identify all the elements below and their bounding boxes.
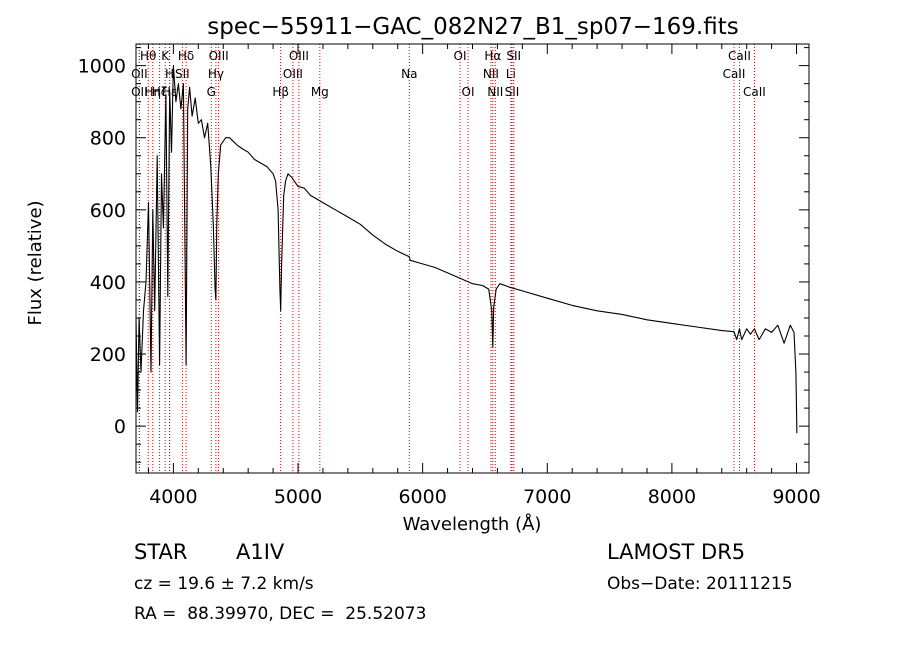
chart-title: spec−55911−GAC_082N27_B1_sp07−169.fits xyxy=(207,14,738,40)
line-marker-label: CaII xyxy=(728,49,751,63)
line-marker-label: Hβ xyxy=(272,85,289,99)
line-marker-label: Hα xyxy=(484,49,501,63)
line-marker-label: OII xyxy=(131,85,148,99)
x-tick-label: 8000 xyxy=(648,486,696,508)
line-marker-label: Li xyxy=(506,67,516,81)
plot-frame xyxy=(135,43,810,474)
y-axis: 0 200 400 600 800 1000 xyxy=(78,47,809,463)
redshift-cz: cz = 19.6 ± 7.2 km/s xyxy=(134,574,314,594)
x-axis: 4000 5000 6000 7000 8000 9000 xyxy=(147,44,821,508)
line-marker-label: SII xyxy=(175,67,190,81)
line-marker-label: NII xyxy=(483,67,499,81)
y-axis-label: Flux (relative) xyxy=(25,200,46,325)
line-marker-label: NII xyxy=(487,85,503,99)
x-tick-label: 9000 xyxy=(772,486,820,508)
x-tick-label: 5000 xyxy=(274,486,322,508)
line-marker-label: SII xyxy=(506,49,521,63)
line-marker-label: CaII xyxy=(723,67,746,81)
y-tick-label: 400 xyxy=(90,272,126,294)
line-marker-label: K xyxy=(161,49,170,63)
line-marker-label: Hδ xyxy=(178,49,194,63)
line-marker-label: Hζ xyxy=(152,85,168,99)
object-class: STAR xyxy=(134,540,188,564)
line-marker-label: OIII xyxy=(209,49,229,63)
x-tick-label: 7000 xyxy=(523,486,571,508)
survey-name: LAMOST DR5 xyxy=(607,540,746,564)
line-marker-label: Hθ xyxy=(140,49,156,63)
line-marker-label: OI xyxy=(462,85,475,99)
x-axis-label: Wavelength (Å) xyxy=(403,513,542,535)
emission-line-markers: HθOIIOIIHηHζKHHεHδSIIOIIIHγGHβOIIIOIIIMg… xyxy=(131,44,766,473)
line-marker-label: OI xyxy=(454,49,467,63)
x-tick-label: 4000 xyxy=(149,486,197,508)
x-tick-label: 6000 xyxy=(398,486,446,508)
y-tick-label: 600 xyxy=(90,200,126,222)
ra-dec: RA = 88.39970, DEC = 25.52073 xyxy=(134,604,427,624)
line-marker-label: Na xyxy=(401,67,417,81)
line-marker-label: OIII xyxy=(283,67,303,81)
line-marker-label: G xyxy=(207,85,216,99)
line-marker-label: Hη xyxy=(145,85,162,99)
spectral-subclass: A1IV xyxy=(236,540,285,564)
spectrum-line xyxy=(135,65,798,434)
line-marker-label: Mg xyxy=(311,85,329,99)
y-tick-label: 800 xyxy=(90,128,126,150)
y-tick-label: 200 xyxy=(90,344,126,366)
line-marker-label: CaII xyxy=(743,85,766,99)
plot-area xyxy=(135,65,798,434)
line-marker-label: Hγ xyxy=(208,67,224,81)
line-marker-label: SII xyxy=(505,85,520,99)
line-marker-label: OIII xyxy=(289,49,309,63)
spectrum-chart: spec−55911−GAC_082N27_B1_sp07−169.fits H… xyxy=(25,14,821,535)
observation-date: Obs−Date: 20111215 xyxy=(607,574,793,594)
y-tick-label: 1000 xyxy=(78,56,126,78)
y-tick-label: 0 xyxy=(114,416,126,438)
